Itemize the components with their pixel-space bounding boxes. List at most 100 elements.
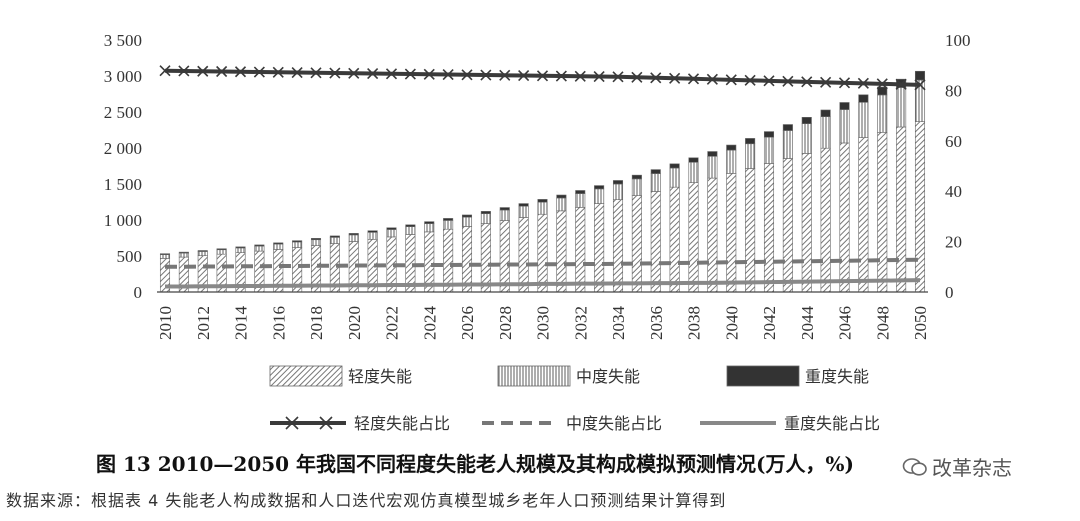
marker-轻度失能占比-2029 bbox=[518, 69, 530, 82]
bar-中度失能-2023 bbox=[405, 226, 416, 235]
legend-swatch-重度失能 bbox=[726, 365, 800, 387]
legend-swatch-中度失能 bbox=[497, 365, 571, 387]
right-axis-tick-label: 80 bbox=[945, 81, 962, 100]
marker-轻度失能占比-2030 bbox=[536, 70, 549, 82]
bar-重度失能-2048 bbox=[877, 86, 888, 96]
bar-中度失能-2040 bbox=[726, 149, 737, 174]
bar-中度失能-2034 bbox=[612, 183, 624, 200]
marker-轻度失能占比-2037 bbox=[669, 72, 681, 84]
left-axis-tick-label: 0 bbox=[134, 283, 143, 302]
marker-轻度失能占比-2012 bbox=[197, 65, 209, 77]
bar-中度失能-2020 bbox=[348, 234, 359, 242]
bar-中度失能-2025 bbox=[443, 220, 454, 230]
left-axis-tick-label: 1 500 bbox=[104, 175, 142, 194]
bar-重度失能-2037 bbox=[669, 163, 680, 169]
x-axis-tick-label: 2022 bbox=[383, 306, 402, 340]
bar-轻度失能-2041 bbox=[745, 168, 756, 293]
bar-轻度失能-2044 bbox=[801, 153, 812, 293]
bar-重度失能-2025 bbox=[443, 218, 454, 221]
marker-轻度失能占比-2044 bbox=[801, 76, 813, 88]
marker-轻度失能占比-2017 bbox=[291, 66, 303, 79]
bar-轻度失能-2047 bbox=[858, 137, 869, 293]
bar-重度失能-2016 bbox=[273, 242, 284, 245]
bar-重度失能-2023 bbox=[405, 224, 416, 227]
bar-中度失能-2029 bbox=[518, 205, 529, 218]
marker-轻度失能占比-2026 bbox=[461, 69, 473, 81]
x-axis-tick-label: 2020 bbox=[345, 306, 364, 340]
bar-中度失能-2043 bbox=[782, 130, 793, 159]
bar-中度失能-2010 bbox=[159, 254, 171, 259]
x-axis-tick-label: 2028 bbox=[496, 306, 515, 340]
bar-中度失能-2049 bbox=[896, 87, 907, 128]
left-axis-tick-label: 2 500 bbox=[104, 103, 142, 122]
bar-重度失能-2031 bbox=[556, 194, 567, 199]
bar-轻度失能-2045 bbox=[820, 147, 831, 293]
legend-label: 中度失能 bbox=[576, 367, 640, 386]
bar-中度失能-2012 bbox=[197, 251, 208, 257]
bar-轻度失能-2036 bbox=[650, 191, 661, 293]
bar-重度失能-2027 bbox=[480, 211, 491, 214]
legend-x-marker bbox=[319, 416, 333, 430]
marker-轻度失能占比-2034 bbox=[612, 71, 624, 83]
marker-轻度失能占比-2050 bbox=[914, 79, 926, 91]
bar-重度失能-2050 bbox=[914, 70, 926, 81]
bar-轻度失能-2029 bbox=[518, 217, 529, 293]
bar-轻度失能-2038 bbox=[688, 182, 699, 293]
bar-重度失能-2013 bbox=[216, 248, 227, 251]
bar-重度失能-2044 bbox=[801, 117, 812, 124]
bar-重度失能-2024 bbox=[424, 221, 435, 224]
bar-中度失能-2033 bbox=[594, 188, 605, 204]
bar-中度失能-2037 bbox=[669, 167, 680, 188]
x-axis-tick-label: 2030 bbox=[534, 306, 553, 340]
line-series bbox=[159, 65, 926, 289]
right-axis-tick-label: 60 bbox=[945, 132, 962, 151]
bar-重度失能-2020 bbox=[348, 233, 359, 236]
bar-轻度失能-2046 bbox=[839, 142, 850, 293]
legend-label: 轻度失能 bbox=[348, 367, 412, 386]
bar-中度失能-2017 bbox=[292, 241, 303, 248]
marker-轻度失能占比-2020 bbox=[348, 67, 360, 79]
line-重度失能占比 bbox=[165, 278, 921, 289]
marker-轻度失能占比-2015 bbox=[253, 66, 265, 78]
bar-中度失能-2018 bbox=[310, 239, 322, 246]
bar-重度失能-2030 bbox=[537, 199, 548, 203]
bar-重度失能-2014 bbox=[235, 246, 246, 249]
marker-轻度失能占比-2039 bbox=[706, 73, 718, 85]
bar-重度失能-2041 bbox=[745, 138, 756, 145]
marker-轻度失能占比-2010 bbox=[159, 65, 171, 77]
bar-重度失能-2026 bbox=[461, 214, 473, 218]
figure-caption: 图 13 2010—2050 年我国不同程度失能老人规模及其构成模拟预测情况(万… bbox=[96, 452, 854, 476]
x-axis-tick-label: 2044 bbox=[798, 306, 817, 341]
bar-轻度失能-2037 bbox=[669, 186, 680, 293]
bar-重度失能-2035 bbox=[631, 174, 642, 180]
legend-swatch-轻度失能 bbox=[269, 365, 343, 387]
bar-重度失能-2022 bbox=[386, 227, 397, 230]
bar-轻度失能-2032 bbox=[575, 207, 586, 293]
bar-重度失能-2010 bbox=[159, 253, 171, 255]
marker-轻度失能占比-2022 bbox=[385, 68, 398, 80]
bar-中度失能-2022 bbox=[386, 229, 397, 238]
watermark-text: 改革杂志 bbox=[932, 456, 1012, 480]
bar-中度失能-2021 bbox=[367, 232, 378, 240]
bar-重度失能-2043 bbox=[782, 124, 793, 131]
x-axis-tick-label: 2048 bbox=[873, 306, 892, 340]
bar-中度失能-2046 bbox=[839, 109, 850, 144]
marker-轻度失能占比-2014 bbox=[234, 66, 247, 78]
bar-轻度失能-2035 bbox=[631, 195, 642, 293]
bar-轻度失能-2030 bbox=[537, 213, 548, 293]
marker-轻度失能占比-2019 bbox=[329, 67, 341, 79]
left-axis-tick-label: 3 000 bbox=[104, 67, 142, 86]
bar-中度失能-2011 bbox=[178, 252, 189, 258]
x-axis-tick-label: 2012 bbox=[194, 306, 213, 340]
bar-重度失能-2032 bbox=[575, 190, 586, 194]
bar-轻度失能-2039 bbox=[707, 177, 718, 293]
marker-轻度失能占比-2028 bbox=[499, 69, 511, 81]
marker-轻度失能占比-2045 bbox=[820, 76, 832, 88]
bar-轻度失能-2025 bbox=[443, 228, 454, 293]
bar-中度失能-2048 bbox=[877, 94, 888, 133]
bar-轻度失能-2027 bbox=[480, 223, 491, 293]
marker-轻度失能占比-2025 bbox=[442, 68, 454, 81]
right-axis-tick-label: 100 bbox=[945, 31, 971, 50]
bar-重度失能-2017 bbox=[292, 240, 303, 243]
